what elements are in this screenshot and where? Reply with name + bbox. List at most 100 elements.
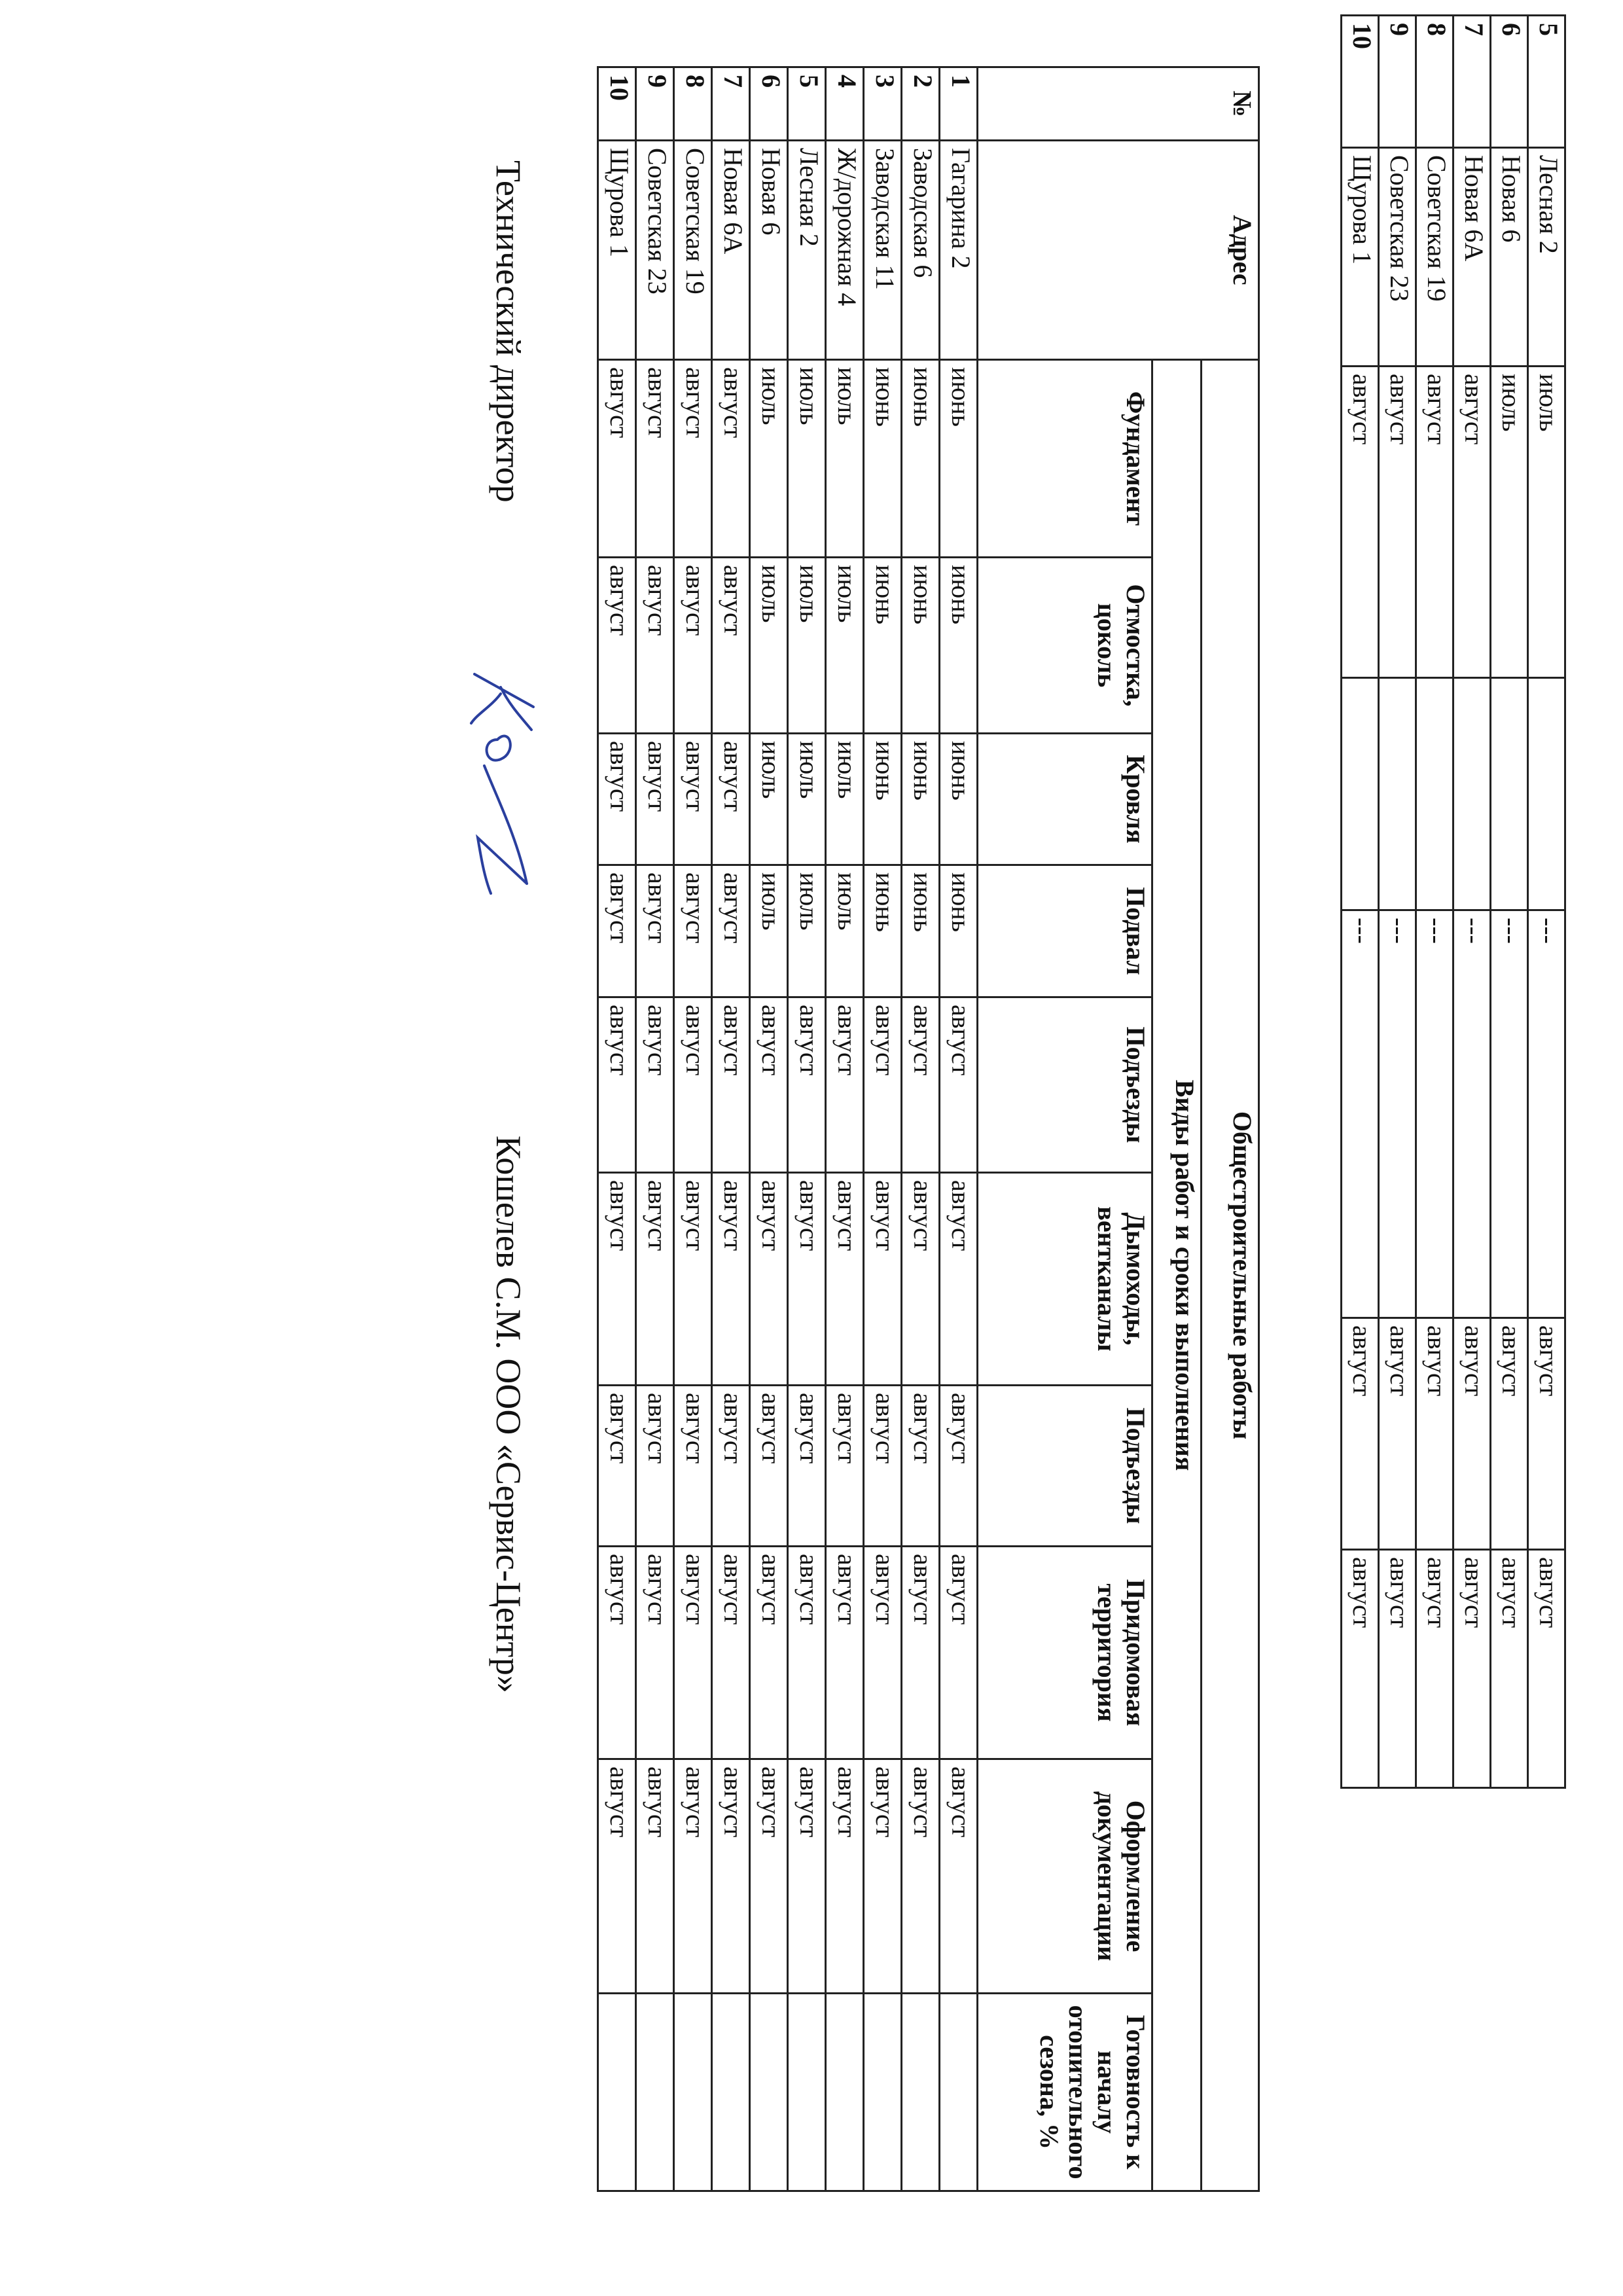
schedule-cell: июнь	[939, 557, 978, 734]
signatory-position: Технический директор	[489, 160, 528, 503]
schedule-cell: август	[711, 1385, 750, 1547]
table-row: 4 Ж/дорожная 4 июль июль июль июль август авгус…	[825, 67, 864, 2191]
schedule-cell: ---	[1378, 910, 1416, 1318]
schedule-cell: август	[597, 359, 636, 558]
row-number: 5	[1527, 15, 1565, 148]
schedule-cell	[787, 1993, 826, 2191]
row-address: Заводская 6	[901, 140, 940, 360]
table-row: 8 Советская 19 август --- август август	[1416, 15, 1454, 1788]
schedule-cell: июль	[1527, 366, 1565, 678]
schedule-cell: август	[863, 1546, 902, 1759]
header-subgroup: Виды работ и сроки выполнения	[1152, 359, 1202, 2191]
schedule-cell: август	[1341, 366, 1379, 678]
schedule-cell: август	[1416, 366, 1454, 678]
row-address: Новая 6	[1490, 147, 1528, 367]
row-number: 4	[825, 67, 864, 141]
row-address: Ж/дорожная 4	[825, 140, 864, 360]
signature-image	[470, 673, 535, 895]
schedule-cell: июль	[749, 733, 788, 865]
schedule-cell: август	[749, 1172, 788, 1386]
table-row: 10 Щурова 1 август --- август август	[1341, 15, 1379, 1788]
schedule-cell: август	[597, 1385, 636, 1547]
schedule-cell: август	[711, 1759, 750, 1994]
schedule-cell: август	[711, 733, 750, 865]
schedule-cell: август	[711, 359, 750, 558]
row-address: Советская 23	[635, 140, 674, 360]
schedule-cell: август	[1341, 1549, 1379, 1788]
row-number: 7	[1453, 15, 1491, 148]
schedule-cell: август	[825, 1385, 864, 1547]
schedule-cell: август	[1453, 1318, 1491, 1550]
schedule-cell: август	[673, 1546, 712, 1759]
schedule-cell: июль	[825, 359, 864, 558]
schedule-cell: июнь	[939, 359, 978, 558]
schedule-cell: июль	[825, 557, 864, 734]
schedule-cell: август	[597, 1172, 636, 1386]
schedule-cell: июль	[749, 359, 788, 558]
schedule-cell: ---	[1527, 910, 1565, 1318]
table-row: 9 Советская 23 август август август август авг…	[635, 67, 674, 2191]
schedule-cell: август	[1527, 1318, 1565, 1550]
schedule-cell: август	[711, 1172, 750, 1386]
schedule-cell: август	[749, 1385, 788, 1547]
schedule-cell: ---	[1453, 910, 1491, 1318]
row-address: Новая 6А	[1453, 147, 1491, 367]
row-number: 5	[787, 67, 826, 141]
schedule-cell: август	[1416, 1318, 1454, 1550]
schedule-cell: август	[1490, 1549, 1528, 1788]
schedule-cell: август	[597, 733, 636, 865]
schedule-cell	[863, 1993, 902, 2191]
schedule-cell: август	[635, 865, 674, 997]
schedule-cell: август	[635, 1172, 674, 1386]
table-row: 7 Новая 6А август --- август август	[1453, 15, 1491, 1788]
schedule-cell: июнь	[863, 557, 902, 734]
column-header: Отмостка, цоколь	[977, 557, 1152, 734]
schedule-cell: август	[673, 359, 712, 558]
row-number: 10	[1341, 15, 1379, 148]
schedule-cell	[1490, 677, 1528, 910]
row-number: 9	[635, 67, 674, 141]
schedule-cell: июль	[825, 865, 864, 997]
row-number: 1	[939, 67, 978, 141]
schedule-cell	[939, 1993, 978, 2191]
schedule-cell: август	[749, 1759, 788, 1994]
column-header: Подвал	[977, 865, 1152, 997]
table-row: 10 Щурова 1 август август август август август…	[597, 67, 636, 2191]
schedule-cell: июнь	[939, 865, 978, 997]
schedule-cell: август	[597, 865, 636, 997]
schedule-cell: август	[901, 1172, 940, 1386]
schedule-cell	[1378, 677, 1416, 910]
schedule-cell: июль	[787, 865, 826, 997]
schedule-cell: август	[939, 1172, 978, 1386]
continuation-table: 5 Лесная 2 июль --- август август 6 Новая 6 июль…	[1340, 14, 1566, 1789]
schedule-cell: август	[901, 1385, 940, 1547]
schedule-cell	[825, 1993, 864, 2191]
schedule-cell: июль	[787, 359, 826, 558]
schedule-cell	[1341, 677, 1379, 910]
schedule-cell: август	[939, 1759, 978, 1994]
schedule-cell: август	[597, 997, 636, 1173]
schedule-cell: август	[1453, 366, 1491, 678]
schedule-cell	[901, 1993, 940, 2191]
schedule-cell: август	[1341, 1318, 1379, 1550]
header-group: Общестроительные работы	[1201, 359, 1259, 2191]
column-header: Подъезды	[977, 997, 1152, 1173]
schedule-cell	[749, 1993, 788, 2191]
schedule-cell: август	[597, 557, 636, 734]
table-row: 7 Новая 6А август август август август август а…	[711, 67, 750, 2191]
schedule-cell	[1453, 677, 1491, 910]
schedule-cell: август	[1416, 1549, 1454, 1788]
schedule-cell: август	[1378, 1318, 1416, 1550]
schedule-cell: август	[711, 865, 750, 997]
column-header: Фундамент	[977, 359, 1152, 558]
schedule-cell: август	[1453, 1549, 1491, 1788]
schedule-cell: июль	[825, 733, 864, 865]
schedule-cell: июнь	[939, 733, 978, 865]
schedule-cell: июнь	[863, 733, 902, 865]
schedule-cell: август	[673, 865, 712, 997]
schedule-cell: ---	[1341, 910, 1379, 1318]
column-header: Подъезды	[977, 1385, 1152, 1547]
schedule-cell: июль	[787, 733, 826, 865]
schedule-cell: июль	[787, 557, 826, 734]
column-header: Придомовая территория	[977, 1546, 1152, 1759]
